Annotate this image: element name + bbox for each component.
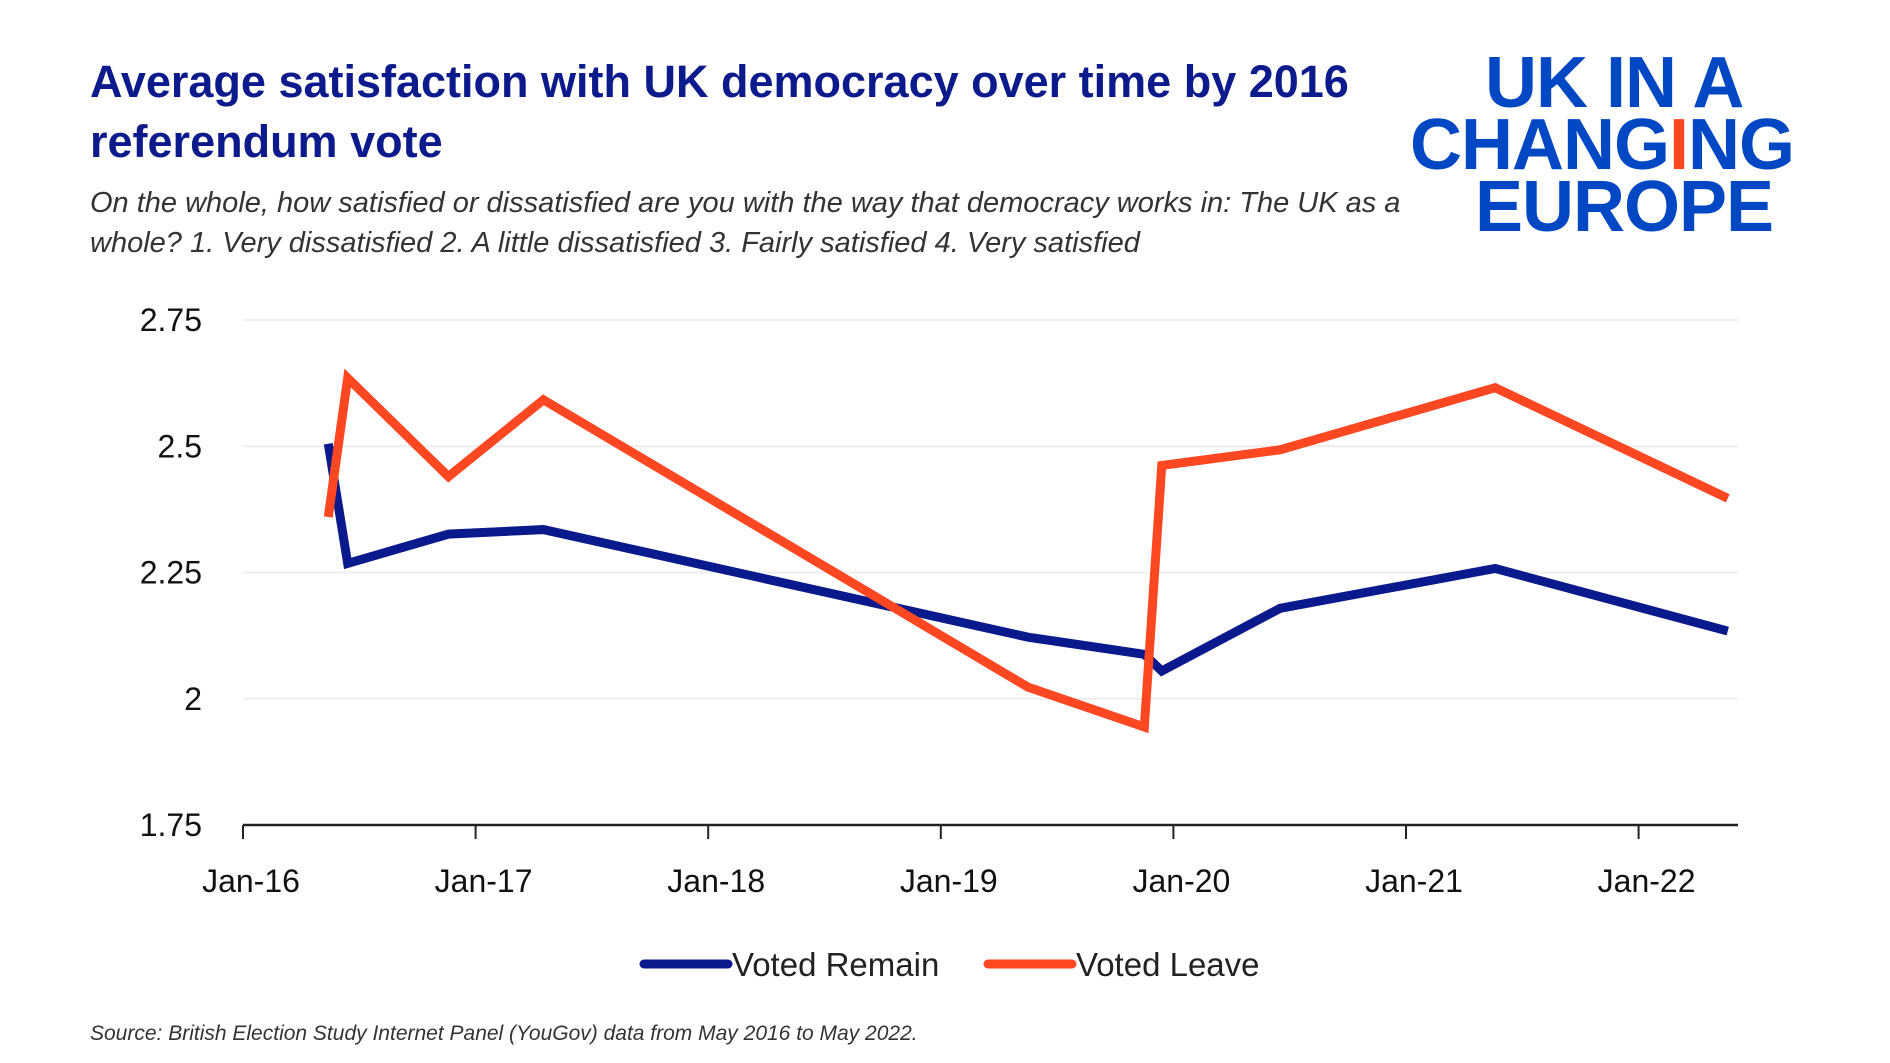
x-tick-label: Jan-16 xyxy=(202,863,300,899)
y-tick-label: 2 xyxy=(184,681,202,717)
x-tick-label: Jan-17 xyxy=(435,863,533,899)
y-tick-label: 2.25 xyxy=(140,555,202,591)
y-tick-label: 2.5 xyxy=(158,428,202,464)
legend-label: Voted Remain xyxy=(732,946,939,983)
x-tick-label: Jan-18 xyxy=(667,863,765,899)
x-tick-label: Jan-19 xyxy=(900,863,998,899)
legend-label: Voted Leave xyxy=(1076,946,1260,983)
x-tick-label: Jan-21 xyxy=(1365,863,1463,899)
uk-in-a-changing-europe-logo: UK IN A CHANGING EUROPE xyxy=(1410,43,1820,247)
source-note: Source: British Election Study Internet … xyxy=(90,1022,918,1045)
x-tick-label: Jan-22 xyxy=(1598,863,1696,899)
chart-subtitle: On the whole, how satisfied or dissatisf… xyxy=(90,187,1401,259)
series-line-voted-leave xyxy=(323,368,1730,734)
x-tick-label: Jan-20 xyxy=(1132,863,1230,899)
series-line-voted-remain xyxy=(323,443,1729,677)
logo-line-1: UK IN A xyxy=(1485,43,1744,123)
y-tick-label: 2.75 xyxy=(140,302,202,338)
logo-line-3: EUROPE xyxy=(1475,167,1774,247)
y-tick-label: 1.75 xyxy=(140,807,202,843)
chart-title: Average satisfaction with UK democracy o… xyxy=(90,56,1349,167)
logo-line-2: CHANGING xyxy=(1410,105,1795,185)
